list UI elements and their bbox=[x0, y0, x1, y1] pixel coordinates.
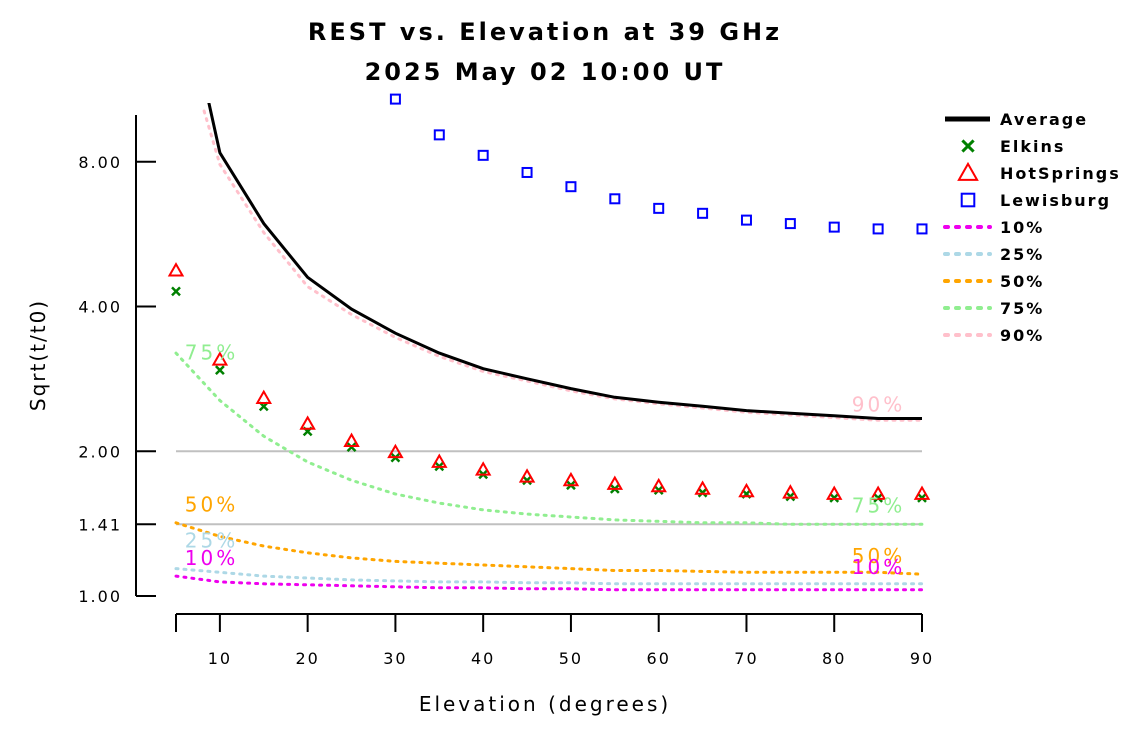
x-axis-label: Elevation (degrees) bbox=[419, 692, 671, 716]
legend-swatch-hotsprings bbox=[957, 161, 979, 181]
y-tick-label: 1.41 bbox=[78, 515, 122, 534]
x-tick-label: 20 bbox=[295, 649, 319, 668]
series-line-50pct bbox=[174, 521, 924, 576]
marker-lewisburg bbox=[521, 166, 533, 178]
y-tick-label: 8.00 bbox=[78, 153, 122, 172]
chart-subtitle: 2025 May 02 10:00 UT bbox=[364, 58, 726, 86]
x-tick-label: 60 bbox=[647, 649, 671, 668]
marker-hotsprings bbox=[913, 485, 931, 500]
marker-hotsprings bbox=[650, 477, 667, 493]
legend-label-average: Average bbox=[1000, 110, 1088, 129]
series-line-average bbox=[207, 103, 922, 420]
marker-lewisburg bbox=[872, 223, 884, 235]
curve-label-75pct: 75% bbox=[852, 494, 905, 518]
legend-label-75pct: 75% bbox=[1000, 299, 1044, 318]
curve-label-10pct: 10% bbox=[852, 555, 905, 579]
y-tick-label: 1.00 bbox=[78, 587, 122, 606]
marker-lewisburg bbox=[828, 221, 840, 233]
marker-lewisburg bbox=[697, 207, 709, 219]
legend-label-25pct: 25% bbox=[1000, 245, 1044, 264]
marker-hotsprings bbox=[826, 485, 843, 500]
marker-hotsprings bbox=[518, 468, 536, 483]
marker-hotsprings bbox=[869, 485, 887, 500]
legend-swatch-elkins bbox=[961, 139, 975, 153]
marker-hotsprings bbox=[562, 471, 580, 487]
marker-hotsprings bbox=[167, 262, 185, 277]
series-line-90pct bbox=[218, 162, 924, 422]
marker-hotsprings bbox=[387, 443, 404, 459]
curve-label-50pct: 50% bbox=[185, 492, 238, 516]
legend-label-90pct: 90% bbox=[1000, 326, 1044, 345]
marker-elkins bbox=[214, 365, 225, 375]
x-tick-label: 50 bbox=[559, 649, 583, 668]
legend-label-10pct: 10% bbox=[1000, 218, 1044, 237]
marker-hotsprings bbox=[782, 484, 799, 499]
marker-hotsprings bbox=[299, 415, 316, 430]
marker-lewisburg bbox=[565, 181, 577, 193]
marker-elkins bbox=[171, 286, 181, 297]
legend: Average Elkins HotSprings Lewisburg 10% 25% 50… bbox=[943, 110, 1121, 345]
series-line-90pct-extension bbox=[202, 109, 222, 166]
y-tick-label: 2.00 bbox=[78, 442, 122, 461]
marker-elkins bbox=[346, 442, 357, 453]
marker-hotsprings bbox=[431, 453, 448, 468]
marker-hotsprings bbox=[694, 480, 711, 495]
marker-lewisburg bbox=[653, 202, 665, 214]
marker-elkins bbox=[653, 485, 664, 496]
marker-hotsprings bbox=[606, 475, 624, 490]
curve-label-10pct: 10% bbox=[185, 546, 238, 570]
y-axis-label: Sqrt(t/t0) bbox=[26, 299, 50, 411]
legend-label-50pct: 50% bbox=[1000, 272, 1044, 291]
marker-hotsprings bbox=[738, 482, 755, 498]
marker-hotsprings bbox=[474, 461, 492, 476]
marker-lewisburg bbox=[784, 218, 796, 230]
x-tick-label: 90 bbox=[910, 649, 934, 668]
marker-elkins bbox=[697, 487, 708, 498]
x-tick-label: 40 bbox=[471, 649, 495, 668]
marker-hotsprings bbox=[211, 351, 229, 366]
marker-lewisburg bbox=[916, 223, 928, 235]
curve-label-25pct: 25% bbox=[185, 529, 238, 553]
curve-label-50pct: 50% bbox=[852, 544, 905, 568]
marker-hotsprings bbox=[343, 432, 360, 447]
series-line-75pct bbox=[174, 351, 924, 526]
x-tick-label: 70 bbox=[734, 649, 758, 668]
y-tick-label: 4.00 bbox=[78, 298, 122, 317]
legend-swatch-lewisburg bbox=[960, 192, 976, 208]
marker-lewisburg bbox=[477, 149, 489, 161]
x-tick-label: 80 bbox=[822, 649, 846, 668]
marker-lewisburg bbox=[740, 214, 752, 226]
x-tick-label: 10 bbox=[208, 649, 232, 668]
legend-label-hotsprings: HotSprings bbox=[1000, 164, 1121, 183]
marker-hotsprings bbox=[255, 389, 272, 404]
marker-elkins bbox=[522, 475, 532, 486]
marker-lewisburg bbox=[433, 129, 445, 141]
curve-label-75pct: 75% bbox=[185, 341, 238, 365]
legend-label-elkins: Elkins bbox=[1000, 137, 1065, 156]
marker-lewisburg bbox=[609, 193, 621, 205]
legend-label-lewisburg: Lewisburg bbox=[1000, 191, 1111, 210]
marker-elkins bbox=[785, 491, 796, 502]
chart-title: REST vs. Elevation at 39 GHz bbox=[307, 18, 783, 46]
series-line-25pct bbox=[174, 567, 924, 586]
x-tick-label: 30 bbox=[383, 649, 407, 668]
marker-lewisburg bbox=[389, 93, 401, 105]
curve-label-90pct: 90% bbox=[852, 392, 905, 416]
